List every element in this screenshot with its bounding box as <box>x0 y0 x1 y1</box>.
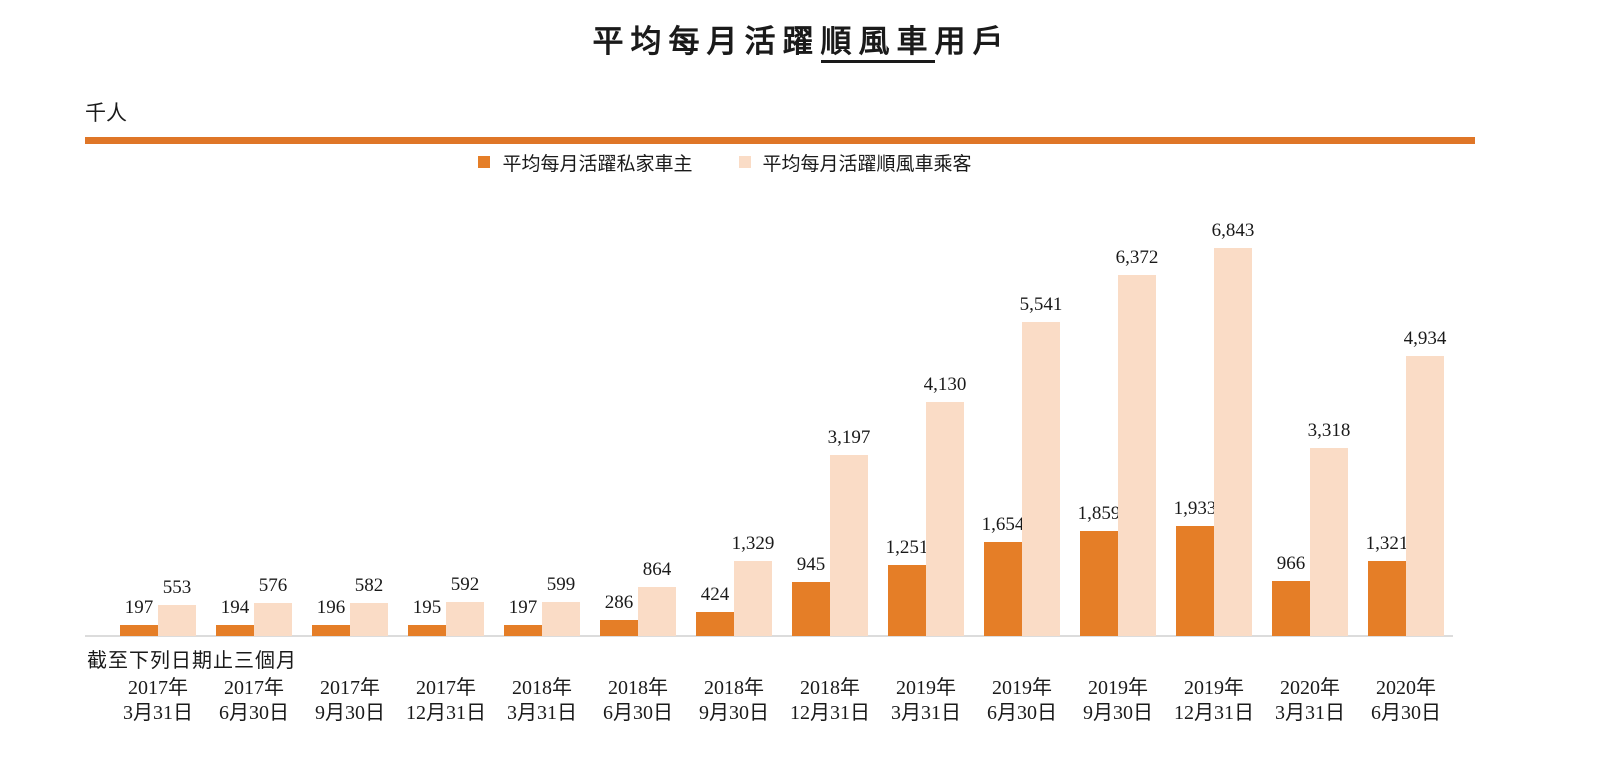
category-label: 2020年 6月30日 <box>1371 677 1441 724</box>
category-label: 2018年 3月31日 <box>507 677 577 724</box>
category-label: 2019年 9月30日 <box>1083 677 1153 724</box>
value-label-hitch-passengers: 3,318 <box>1307 420 1351 441</box>
legend-swatch-private-owners-icon <box>478 156 491 168</box>
value-label-private-owners: 197 <box>508 597 538 618</box>
category-label: 2018年 9月30日 <box>699 677 769 724</box>
value-label-private-owners: 196 <box>316 597 346 618</box>
category-label: 2017年 9月30日 <box>315 677 385 724</box>
value-label-private-owners: 197 <box>124 597 154 618</box>
bar-private-owners <box>312 625 350 636</box>
category-label: 2017年 12月31日 <box>406 677 486 724</box>
bar-hitch-passengers <box>926 402 964 636</box>
value-label-hitch-passengers: 4,130 <box>923 374 967 395</box>
bar-hitch-passengers <box>734 561 772 636</box>
x-axis-note: 截至下列日期止三個月 <box>87 650 297 672</box>
bar-hitch-passengers <box>254 603 292 636</box>
bar-private-owners <box>984 542 1022 636</box>
bar-hitch-passengers <box>830 455 868 636</box>
category-label: 2017年 6月30日 <box>219 677 289 724</box>
bar-private-owners <box>1080 531 1118 636</box>
orange-divider-rule <box>85 137 1475 144</box>
legend-label-private-owners: 平均每月活躍私家車主 <box>502 153 693 175</box>
bar-private-owners <box>1272 581 1310 636</box>
category-label: 2018年 6月30日 <box>603 677 673 724</box>
category-label: 2020年 3月31日 <box>1275 677 1345 724</box>
title-suffix: 用戶 <box>934 24 1011 59</box>
value-label-private-owners: 1,321 <box>1365 533 1409 554</box>
value-label-hitch-passengers: 599 <box>546 574 576 595</box>
value-label-hitch-passengers: 3,197 <box>827 427 871 448</box>
bar-hitch-passengers <box>158 605 196 636</box>
value-label-hitch-passengers: 4,934 <box>1403 328 1447 349</box>
value-label-private-owners: 1,654 <box>981 514 1025 535</box>
bar-hitch-passengers <box>1214 248 1252 636</box>
title-prefix: 平均每月活躍 <box>592 24 821 59</box>
value-label-private-owners: 194 <box>220 597 250 618</box>
bar-hitch-passengers <box>542 602 580 636</box>
value-label-hitch-passengers: 582 <box>354 575 384 596</box>
bar-hitch-passengers <box>1022 322 1060 636</box>
bar-private-owners <box>120 625 158 636</box>
value-label-private-owners: 1,251 <box>885 537 929 558</box>
value-label-hitch-passengers: 576 <box>258 575 288 596</box>
legend-item-hitch-passengers: 平均每月活躍順風車乘客 <box>738 149 972 176</box>
x-axis-baseline <box>85 635 1453 637</box>
category-label: 2019年 6月30日 <box>987 677 1057 724</box>
bar-private-owners <box>792 582 830 636</box>
bar-hitch-passengers <box>1310 448 1348 636</box>
y-axis-unit-label: 千人 <box>85 101 127 125</box>
value-label-private-owners: 424 <box>700 584 730 605</box>
value-label-private-owners: 195 <box>412 597 442 618</box>
value-label-private-owners: 966 <box>1276 553 1306 574</box>
value-label-hitch-passengers: 553 <box>162 577 192 598</box>
value-label-private-owners: 1,859 <box>1077 503 1121 524</box>
value-label-private-owners: 286 <box>604 592 634 613</box>
bar-private-owners <box>696 612 734 636</box>
bar-private-owners <box>1368 561 1406 636</box>
value-label-hitch-passengers: 592 <box>450 574 480 595</box>
category-label: 2019年 12月31日 <box>1174 677 1254 724</box>
legend-item-private-owners: 平均每月活躍私家車主 <box>478 149 693 176</box>
legend-label-hitch-passengers: 平均每月活躍順風車乘客 <box>762 153 972 175</box>
category-label: 2018年 12月31日 <box>790 677 870 724</box>
bar-hitch-passengers <box>446 602 484 636</box>
value-label-private-owners: 1,933 <box>1173 498 1217 519</box>
legend-swatch-hitch-passengers-icon <box>738 156 751 168</box>
title-underlined-term: 順風車 <box>820 24 935 63</box>
chart-legend: 平均每月活躍私家車主 平均每月活躍順風車乘客 <box>85 149 1365 176</box>
bar-hitch-passengers <box>1118 275 1156 636</box>
value-label-hitch-passengers: 6,843 <box>1211 220 1255 241</box>
bar-private-owners <box>888 565 926 636</box>
bar-hitch-passengers <box>1406 356 1444 636</box>
category-label: 2019年 3月31日 <box>891 677 961 724</box>
bar-hitch-passengers <box>350 603 388 636</box>
value-label-hitch-passengers: 5,541 <box>1019 294 1063 315</box>
bar-private-owners <box>504 625 542 636</box>
category-label: 2017年 3月31日 <box>123 677 193 724</box>
bar-private-owners <box>1176 526 1214 636</box>
bar-private-owners <box>600 620 638 636</box>
bar-private-owners <box>216 625 254 636</box>
bar-private-owners <box>408 625 446 636</box>
bar-hitch-passengers <box>638 587 676 636</box>
value-label-hitch-passengers: 864 <box>642 559 672 580</box>
value-label-hitch-passengers: 1,329 <box>731 533 775 554</box>
value-label-hitch-passengers: 6,372 <box>1115 247 1159 268</box>
value-label-private-owners: 945 <box>796 554 826 575</box>
page-title: 平均每月活躍順風車用戶 <box>0 22 1603 63</box>
